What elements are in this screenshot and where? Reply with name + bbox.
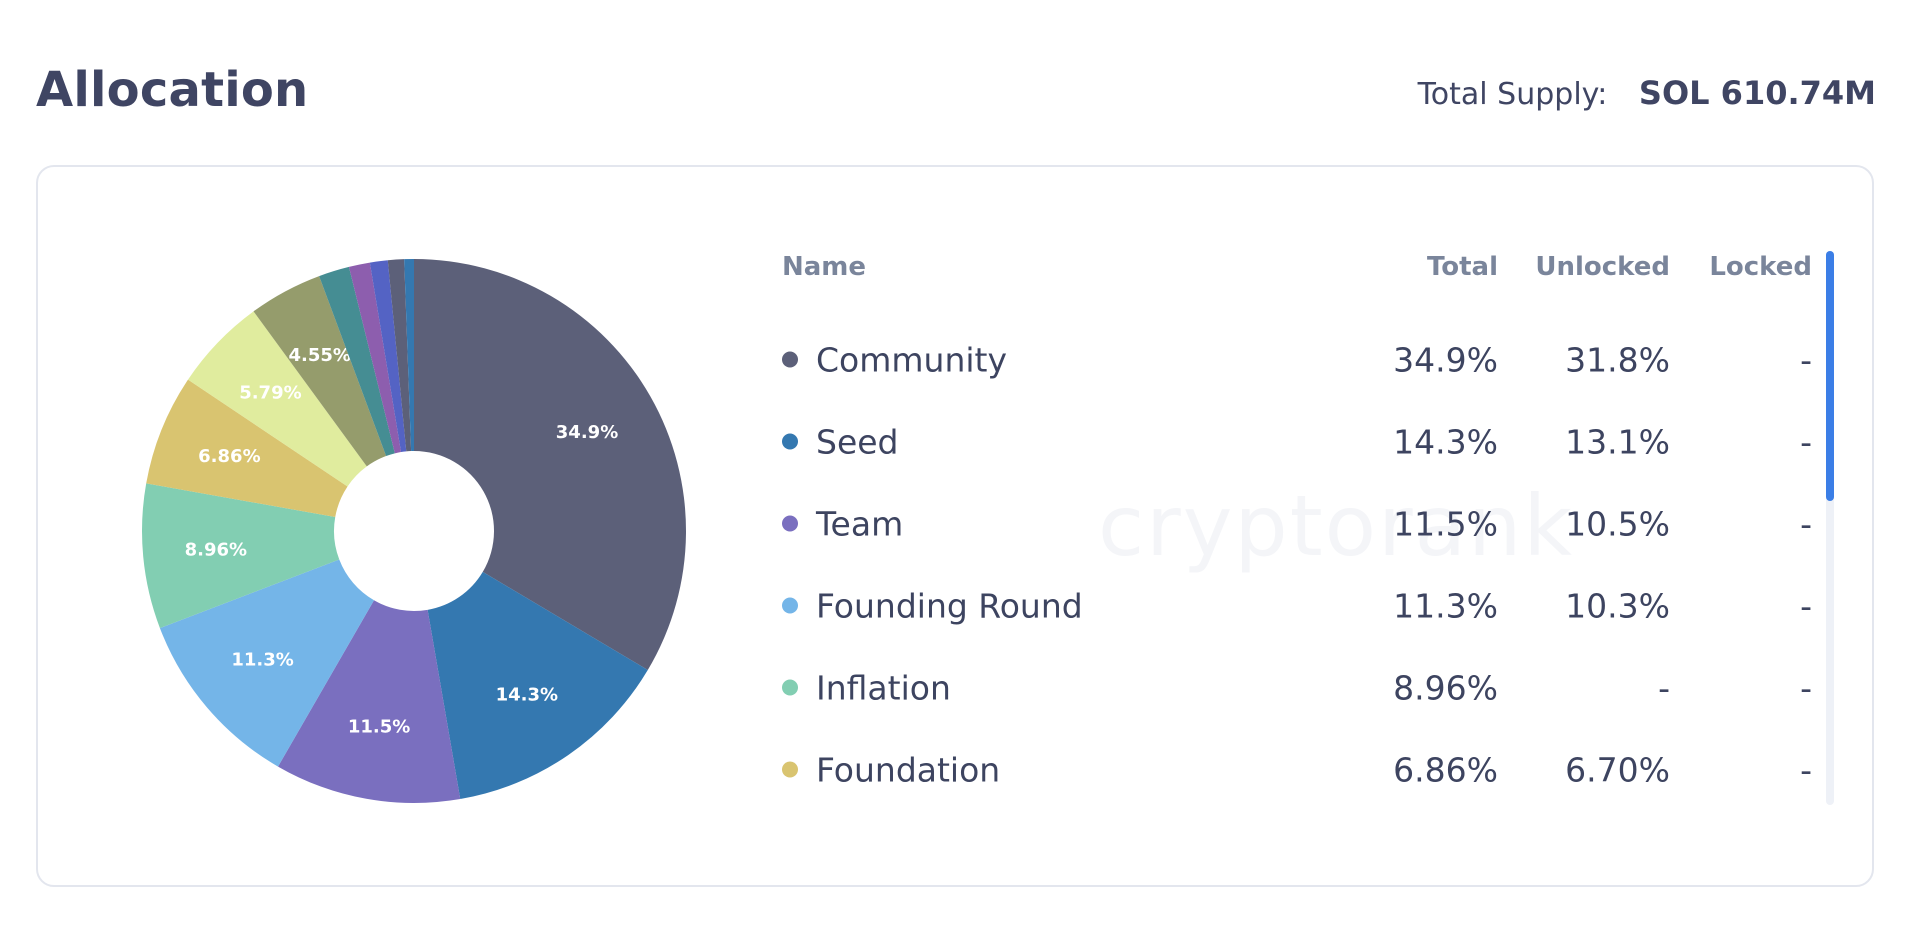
allocation-card: cryptorank 34.9% 14.3% 11.5% 11.3% 8.96% 6.86… [36, 165, 1874, 887]
pie-slice[interactable] [427, 571, 648, 800]
row-name-label: Seed [816, 422, 899, 462]
row-name-label: Inflation [816, 668, 951, 708]
scrollbar-thumb[interactable] [1826, 251, 1834, 501]
table-row[interactable]: Foundation 6.86% 6.70% - [782, 729, 1828, 811]
pie-slice[interactable] [278, 600, 461, 803]
allocation-header: Allocation Total Supply: SOL 610.74M [36, 62, 1876, 132]
row-locked: - [1800, 586, 1812, 626]
legend-dot-icon [782, 597, 798, 613]
legend-dot-icon [782, 761, 798, 777]
row-name-label: Foundation [816, 750, 1001, 790]
table-row[interactable]: Founding Round 11.3% 10.3% - [782, 565, 1828, 647]
row-total: 11.3% [1393, 586, 1498, 626]
table-row[interactable]: Team 11.5% 10.5% - [782, 483, 1828, 565]
page-title: Allocation [36, 62, 309, 118]
row-unlocked: 13.1% [1565, 422, 1670, 462]
row-name-label: Community [816, 340, 1007, 380]
row-locked: - [1800, 668, 1812, 708]
pie-slice[interactable] [387, 259, 412, 452]
row-name: Seed [782, 423, 899, 462]
total-supply: Total Supply: SOL 610.74M [1418, 74, 1876, 112]
header-total[interactable]: Total [1426, 252, 1498, 282]
table-row[interactable]: Community 34.9% 31.8% - [782, 319, 1828, 401]
row-unlocked: 10.3% [1565, 586, 1670, 626]
header-locked[interactable]: Locked [1709, 252, 1812, 282]
pie-slice-label: 8.96% [185, 539, 247, 560]
pie-slice[interactable] [159, 559, 375, 767]
row-name-label: Founding Round [816, 586, 1083, 626]
pie-slice[interactable] [188, 311, 367, 487]
row-total: 34.9% [1393, 340, 1498, 380]
pie-slice-label: 4.55% [288, 345, 350, 366]
row-name: Community [782, 341, 1007, 380]
pie-slice[interactable] [146, 379, 348, 517]
allocation-donut-chart: 34.9% 14.3% 11.5% 11.3% 8.96% 6.86% 5.79% 4.55% [134, 251, 694, 811]
pie-slice[interactable] [414, 259, 686, 671]
pie-slice-label: 34.9% [556, 422, 618, 443]
row-locked: - [1800, 422, 1812, 462]
donut-chart-svg: 34.9% 14.3% 11.5% 11.3% 8.96% 6.86% 5.79% 4.55% [142, 259, 686, 803]
legend-dot-icon [782, 515, 798, 531]
allocation-table: Name Total Unlocked Locked Community 34.9… [782, 237, 1828, 811]
row-total: 6.86% [1393, 750, 1498, 790]
pie-slice-label: 6.86% [198, 446, 260, 467]
row-locked: - [1800, 750, 1812, 790]
legend-dot-icon [782, 679, 798, 695]
table-row[interactable]: Seed 14.3% 13.1% - [782, 401, 1828, 483]
row-locked: - [1800, 504, 1812, 544]
pie-slice[interactable] [369, 260, 407, 453]
pie-slice[interactable] [319, 266, 395, 457]
pie-slice[interactable] [348, 262, 402, 454]
pie-slice-label: 11.3% [231, 650, 293, 671]
pie-slice-label: 14.3% [496, 684, 558, 705]
row-unlocked: 6.70% [1565, 750, 1670, 790]
legend-dot-icon [782, 433, 798, 449]
header-unlocked[interactable]: Unlocked [1535, 252, 1670, 282]
row-total: 11.5% [1393, 504, 1498, 544]
row-total: 8.96% [1393, 668, 1498, 708]
table-body: Community 34.9% 31.8% - Seed 14.3% 13.1% - Team 1… [782, 319, 1828, 811]
table-scrollbar[interactable] [1826, 251, 1834, 805]
pie-slice-label: 5.79% [239, 383, 301, 404]
row-name: Team [782, 505, 903, 544]
total-supply-label: Total Supply: [1417, 77, 1608, 112]
row-locked: - [1800, 340, 1812, 380]
row-name: Foundation [782, 751, 1000, 790]
row-total: 14.3% [1393, 422, 1498, 462]
table-header: Name Total Unlocked Locked [782, 237, 1828, 297]
row-unlocked: 31.8% [1565, 340, 1670, 380]
pie-slice-label: 11.5% [348, 716, 410, 737]
row-unlocked: - [1658, 668, 1670, 708]
row-name: Inflation [782, 669, 951, 708]
total-supply-value: SOL 610.74M [1638, 74, 1876, 112]
row-name: Founding Round [782, 587, 1083, 626]
table-row[interactable]: Inflation 8.96% - - [782, 647, 1828, 729]
row-name-label: Team [816, 504, 904, 544]
legend-dot-icon [782, 351, 798, 367]
pie-slice[interactable] [404, 259, 414, 452]
pie-slice[interactable] [142, 483, 340, 629]
row-unlocked: 10.5% [1565, 504, 1670, 544]
header-name[interactable]: Name [782, 252, 867, 282]
pie-slice[interactable] [253, 276, 387, 467]
